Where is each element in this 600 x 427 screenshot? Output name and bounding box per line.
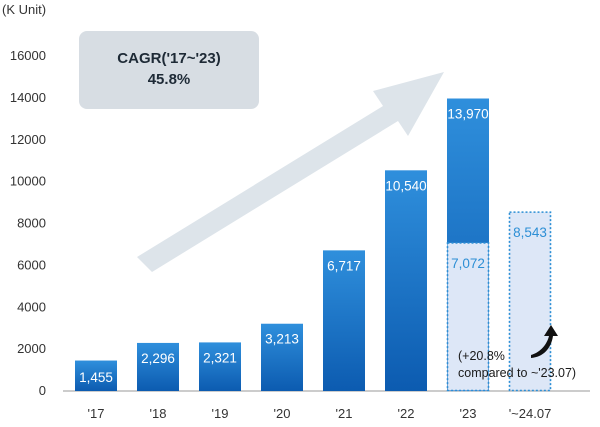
partial-bar-value-label: 7,072 (451, 256, 485, 271)
bar (137, 342, 179, 391)
y-tick-label: 12000 (10, 132, 46, 147)
y-tick-label: 0 (39, 383, 46, 398)
bar (385, 170, 427, 391)
y-tick-label: 8000 (17, 216, 46, 231)
y-tick-label: 2000 (17, 341, 46, 356)
x-tick-label: '19 (212, 406, 229, 421)
bar-value-label: 6,717 (327, 258, 361, 273)
unit-label: (K Unit) (2, 2, 46, 17)
x-axis: '17 '18 '19 '20 '21 '22 '23 '~24.07 (63, 390, 590, 421)
partial-bar (508, 211, 552, 392)
growth-arrow-icon (137, 72, 444, 272)
y-tick-label: 14000 (10, 90, 46, 105)
x-tick-label: '22 (398, 406, 415, 421)
cagr-title: CAGR('17~'23) (117, 50, 220, 67)
y-tick-label: 16000 (10, 48, 46, 63)
bar-value-label: 2,321 (203, 350, 237, 365)
bar (323, 250, 365, 391)
x-tick-label: '17 (88, 406, 105, 421)
bar (75, 360, 117, 391)
x-tick-label: '18 (150, 406, 167, 421)
bar (261, 323, 303, 391)
partial-bar (446, 242, 490, 392)
bar-series: 1,455 2,296 2,321 3,213 6,717 10,540 13,970 7,0… (75, 98, 552, 392)
growth-note-line2: compared to ~'23.07) (458, 366, 576, 380)
y-tick-label: 6000 (17, 257, 46, 272)
bar-value-label: 1,455 (79, 370, 113, 385)
bar-value-label: 2,296 (141, 351, 175, 366)
x-tick-label: '23 (460, 406, 477, 421)
x-tick-label: '20 (274, 406, 291, 421)
bar-value-label: 10,540 (385, 178, 426, 193)
bar (199, 342, 241, 391)
y-tick-label: 10000 (10, 174, 46, 189)
cagr-callout-box (79, 31, 259, 109)
x-tick-label: '21 (336, 406, 353, 421)
bar-value-label: 3,213 (265, 332, 299, 347)
growth-note-line1: (+20.8% (458, 349, 505, 363)
x-tick-label: '~24.07 (509, 406, 552, 421)
curved-up-arrow-icon (531, 325, 558, 358)
y-tick-label: 4000 (17, 299, 46, 314)
cagr-value: 45.8% (148, 71, 191, 88)
partial-bar-value-label: 8,543 (513, 225, 547, 240)
y-axis: 0 2000 4000 6000 8000 10000 12000 14000 16000 (10, 48, 46, 398)
bar-value-label: 13,970 (447, 107, 488, 122)
